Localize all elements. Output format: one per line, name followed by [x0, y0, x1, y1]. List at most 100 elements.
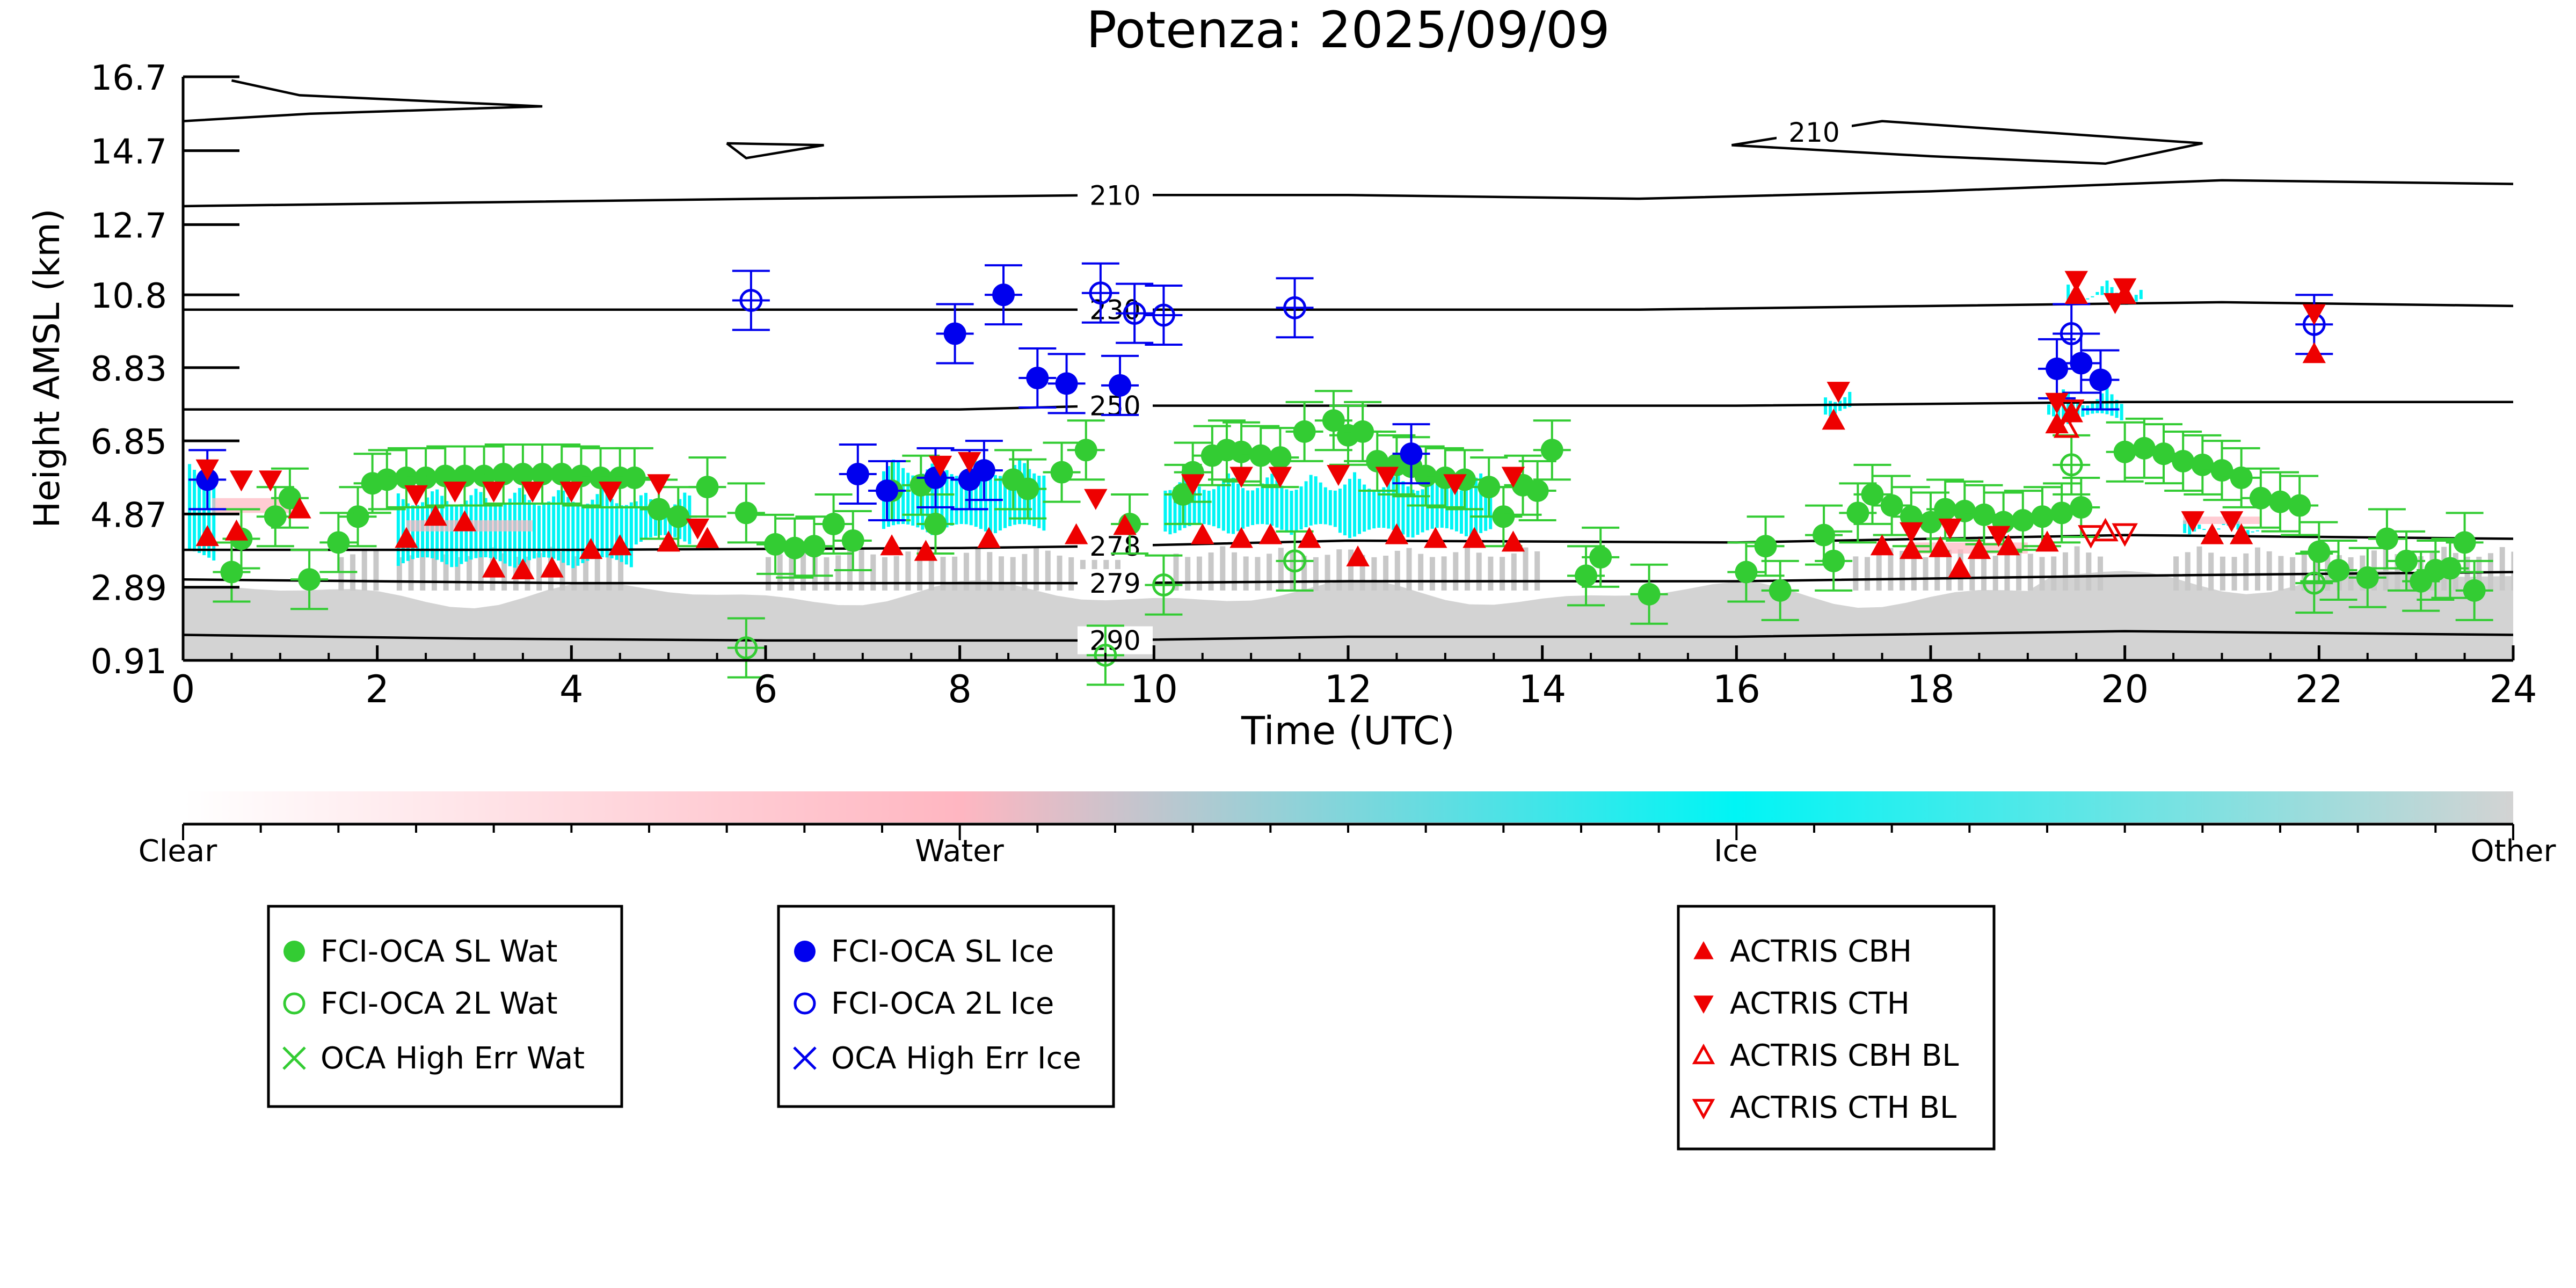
- other-streak: [443, 554, 449, 591]
- data-point: [696, 476, 719, 499]
- ice-streak: [1280, 485, 1284, 530]
- legend-entry-2l-ice: FCI-OCA 2L Ice: [794, 986, 1054, 1021]
- data-point: [1501, 530, 1525, 552]
- y-tick-label: 6.85: [91, 423, 168, 462]
- legend-marker: [794, 941, 816, 962]
- data-point: [2375, 527, 2398, 550]
- ice-streak: [610, 499, 614, 558]
- legend-actris: ACTRIS CBH ACTRIS CTH ACTRIS CBH BL ACTR…: [1677, 905, 1996, 1151]
- other-streak: [501, 553, 507, 591]
- data-point: [531, 463, 554, 486]
- data-point: [1084, 489, 1108, 510]
- contour-label-bg: [1777, 118, 1852, 146]
- data-point: [346, 505, 369, 528]
- ice-streak: [1401, 481, 1405, 535]
- other-streak: [1045, 550, 1051, 591]
- ice-streak: [1314, 476, 1318, 525]
- legend-symbol: [283, 941, 305, 962]
- data-point: [1026, 367, 1049, 390]
- data-point: [1880, 494, 1903, 517]
- data-point: [229, 470, 253, 492]
- ice-streak: [639, 495, 643, 542]
- other-streak: [2266, 551, 2272, 591]
- ice-streak: [1217, 485, 1220, 528]
- data-point: [1424, 527, 1447, 548]
- data-point: [2302, 304, 2326, 325]
- data-point: [492, 463, 515, 486]
- ice-streak: [2251, 531, 2254, 533]
- ice-streak: [955, 476, 958, 525]
- other-streak: [571, 556, 577, 591]
- data-point: [992, 283, 1015, 307]
- legend-text: ACTRIS CTH BL: [1730, 1090, 1956, 1125]
- ice-streak: [202, 476, 206, 556]
- other-streak: [478, 551, 484, 591]
- other-streak: [1476, 552, 1482, 591]
- ice-streak: [1173, 487, 1177, 533]
- legend-symbol: [1692, 1043, 1715, 1065]
- data-point: [1346, 545, 1370, 566]
- ice-streak: [2217, 528, 2221, 530]
- error-bar: [1145, 285, 1183, 346]
- ice-streak: [533, 504, 536, 559]
- ice-streak: [1299, 486, 1303, 530]
- data-point: [647, 474, 671, 496]
- ice-streak: [1042, 475, 1046, 531]
- ice-streak: [1304, 481, 1308, 528]
- legend-marker: [1692, 1043, 1715, 1065]
- series-0: [213, 390, 2493, 625]
- other-streak: [1981, 557, 1987, 591]
- ice-streak: [1294, 490, 1298, 533]
- ice-streak: [595, 494, 599, 558]
- colorbar-label-clear: Clear: [139, 834, 217, 869]
- data-point: [1123, 302, 1146, 325]
- data-point: [598, 482, 622, 503]
- ice-streak: [634, 501, 638, 545]
- legend-entry-cth: ACTRIS CTH: [1693, 986, 1910, 1021]
- ice-streak: [1168, 490, 1172, 535]
- other-streak: [1969, 555, 1975, 591]
- ice-streak: [586, 504, 590, 561]
- data-point: [2210, 459, 2233, 482]
- other-streak: [905, 551, 911, 591]
- data-point: [1900, 538, 1923, 559]
- data-point: [1822, 549, 1845, 572]
- data-point: [2133, 436, 2156, 460]
- legend-marker: [282, 1046, 306, 1070]
- contour-label-bg: [1078, 532, 1153, 560]
- other-streak: [420, 550, 426, 591]
- other-streak: [1232, 552, 1237, 591]
- other-streak: [1034, 548, 1039, 591]
- other-streak: [2301, 554, 2307, 591]
- ice-streak: [2081, 405, 2085, 417]
- ice-streak: [508, 498, 512, 566]
- ice-streak: [547, 501, 551, 558]
- data-point: [2172, 449, 2195, 472]
- other-streak: [1255, 557, 1261, 591]
- ice-streak: [2236, 521, 2240, 530]
- data-point: [1258, 523, 1283, 544]
- data-point: [783, 536, 806, 559]
- data-point: [1986, 526, 2011, 547]
- ice-streak: [926, 469, 929, 533]
- data-point: [928, 455, 952, 477]
- x-tick-label: 14: [1518, 667, 1566, 711]
- other-streak: [2185, 552, 2191, 591]
- error-bar: [732, 270, 770, 331]
- data-point: [1861, 483, 1884, 506]
- contour-line: [183, 301, 2513, 311]
- ice-streak: [930, 463, 934, 535]
- data-point: [404, 485, 428, 506]
- data-point: [2113, 278, 2137, 300]
- ice-streak: [1003, 474, 1007, 528]
- ice-streak: [207, 475, 211, 558]
- other-streak: [952, 556, 958, 591]
- data-point: [453, 464, 476, 487]
- data-point: [1822, 409, 1845, 430]
- other-streak: [2499, 547, 2505, 591]
- legend-marker: [1693, 941, 1714, 959]
- ice-streak: [1333, 490, 1337, 527]
- data-point: [608, 534, 632, 556]
- legend-symbol: [794, 992, 816, 1015]
- other-streak: [1173, 554, 1179, 591]
